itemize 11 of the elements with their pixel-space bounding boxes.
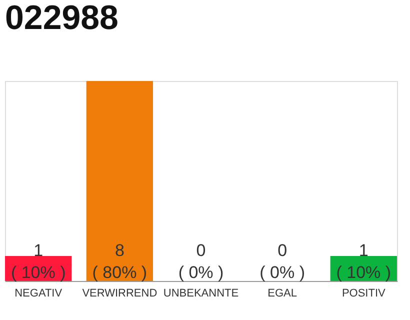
data-label: 8 ( 80% ) [92, 241, 148, 282]
x-tick-label: EGAL [268, 288, 298, 300]
data-label: 0 ( 0% ) [178, 241, 224, 282]
data-label: 1 ( 10% ) [10, 241, 66, 282]
data-label: 1 ( 10% ) [336, 241, 392, 282]
x-tick-label: POSITIV [342, 288, 386, 300]
x-tick-label: VERWIRREND [82, 288, 158, 300]
data-label: 0 ( 0% ) [260, 241, 305, 282]
chart-title: 022988 [5, 0, 118, 37]
x-tick-label: NEGATIV [14, 288, 63, 300]
x-tick-label: UNBEKANNTE [163, 288, 239, 300]
